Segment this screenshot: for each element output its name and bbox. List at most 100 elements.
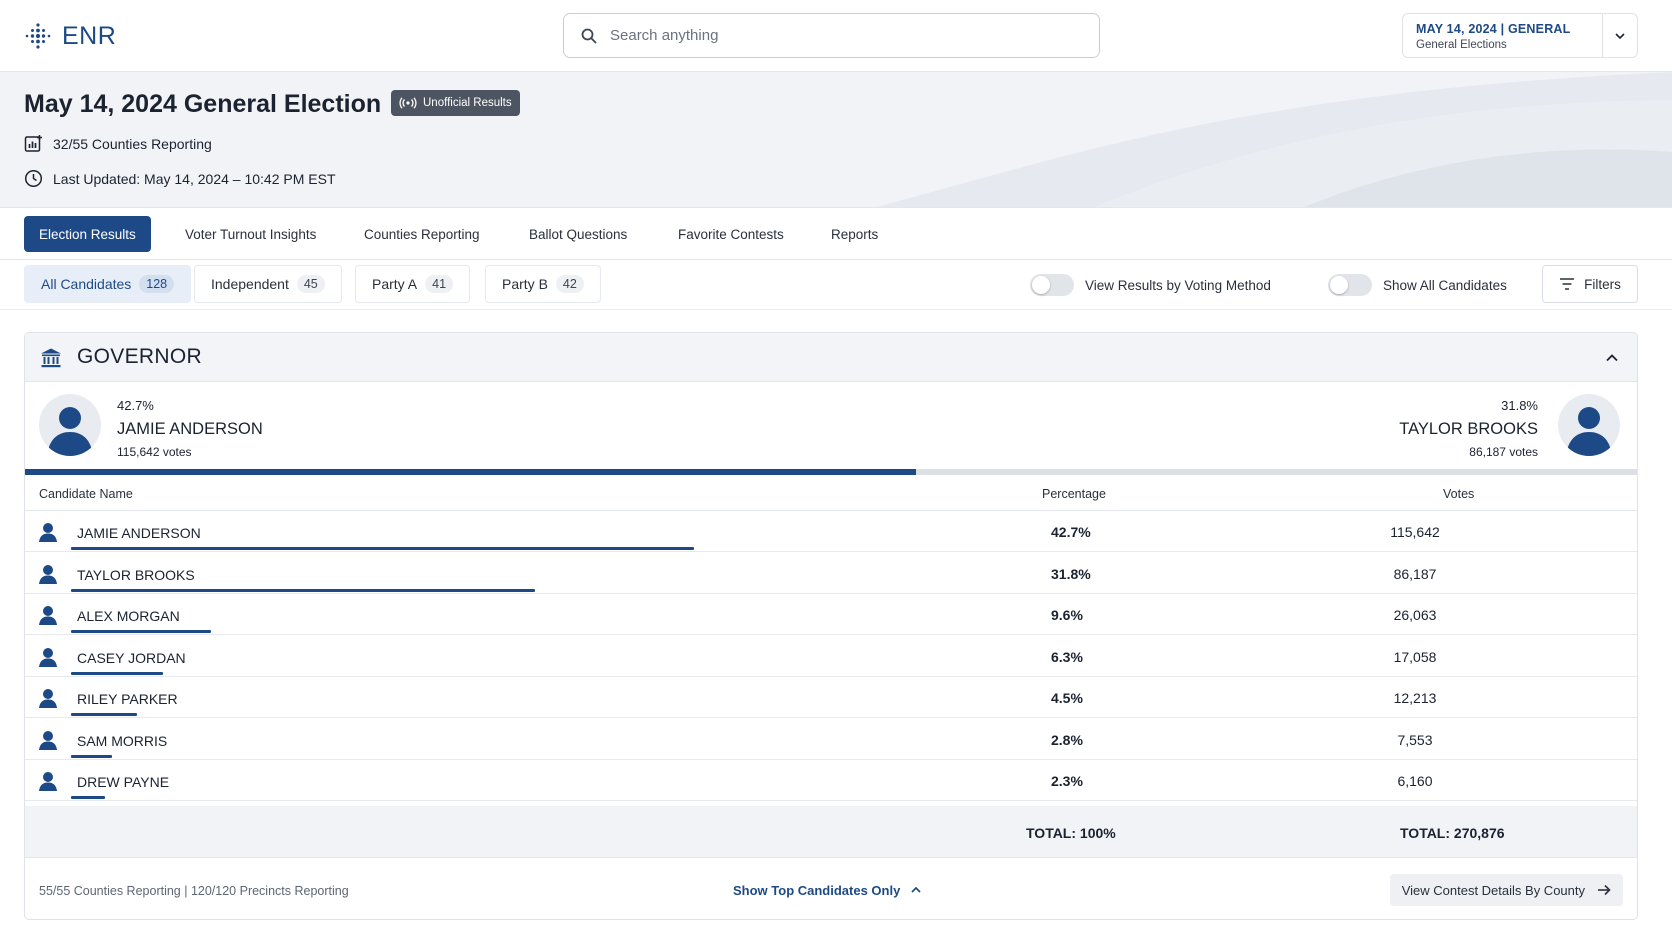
chip-label: Independent: [211, 276, 289, 292]
page-title: May 14, 2024 General Election: [24, 90, 382, 118]
filter-chip-independent[interactable]: Independent 45: [194, 265, 342, 303]
badge-label: Unofficial Results: [423, 97, 512, 109]
chevron-up-icon: [911, 886, 921, 893]
person-icon: [39, 647, 57, 667]
candidate-percentage: 4.5%: [1051, 690, 1083, 706]
election-selector-sub: General Elections: [1416, 39, 1507, 51]
filter-chip-all-candidates[interactable]: All Candidates 128: [24, 265, 192, 303]
tab-voter-turnout-insights[interactable]: Voter Turnout Insights: [185, 226, 317, 242]
runner-up-votes: 86,187 votes: [1469, 445, 1538, 459]
person-icon: [39, 689, 57, 708]
election-selector-main: MAY 14, 2024 | GENERAL: [1416, 22, 1571, 36]
view-contest-details-button[interactable]: View Contest Details By County: [1389, 874, 1623, 906]
candidate-votes: 17,058: [1393, 648, 1437, 665]
leader-avatar: [39, 394, 101, 456]
candidate-row[interactable]: JAMIE ANDERSON 42.7% 115,642: [25, 511, 1637, 552]
main-tabs: Election Results Voter Turnout Insights …: [0, 208, 1672, 260]
totals-row: TOTAL: 100% TOTAL: 270,876: [25, 806, 1637, 858]
leader-percentage: 42.7%: [117, 398, 154, 413]
tab-favorite-contests[interactable]: Favorite Contests: [678, 226, 784, 242]
candidate-percentage: 31.8%: [1051, 565, 1091, 582]
candidate-name: DREW PAYNE: [77, 774, 170, 790]
show-all-candidates-toggle-label: Show All Candidates: [1383, 277, 1507, 293]
candidate-votes: 26,063: [1393, 607, 1437, 623]
results-table-header: Candidate Name Percentage Votes: [25, 475, 1637, 511]
column-header-candidate: Candidate Name: [39, 487, 133, 501]
last-updated-text: Last Updated: May 14, 2024 – 10:42 PM ES…: [53, 170, 336, 187]
candidate-share-bar: [71, 671, 163, 675]
filter-chip-party-a[interactable]: Party A 41: [355, 265, 471, 303]
election-selector[interactable]: MAY 14, 2024 | GENERAL General Elections: [1402, 13, 1638, 58]
tab-counties-reporting[interactable]: Counties Reporting: [364, 226, 480, 242]
candidate-row[interactable]: SAM MORRIS 2.8% 7,553: [25, 719, 1637, 760]
total-votes: TOTAL: 270,876: [1400, 825, 1505, 841]
chip-label: Party A: [372, 276, 418, 292]
leader-bar-fill: [25, 469, 917, 475]
voting-method-toggle[interactable]: [1030, 274, 1074, 296]
candidate-row[interactable]: DREW PAYNE 2.3% 6,160: [25, 760, 1637, 801]
candidate-name: JAMIE ANDERSON: [77, 525, 201, 541]
candidate-percentage: 2.8%: [1051, 731, 1083, 748]
candidate-share-bar: [71, 796, 105, 799]
contest-footer: 55/55 Counties Reporting | 120/120 Preci…: [25, 858, 1637, 919]
show-all-candidates-toggle-group: Show All Candidates: [1328, 274, 1507, 296]
details-button-label: View Contest Details By County: [1401, 882, 1585, 898]
candidate-name: CASEY JORDAN: [77, 649, 186, 666]
chip-count: 42: [555, 275, 584, 293]
candidate-percentage: 6.3%: [1051, 648, 1083, 665]
search-box[interactable]: [563, 13, 1100, 58]
leader-votes: 115,642 votes: [117, 445, 192, 459]
last-updated-row: Last Updated: May 14, 2024 – 10:42 PM ES…: [24, 169, 336, 188]
voting-method-toggle-group: View Results by Voting Method: [1030, 274, 1271, 296]
candidate-name: ALEX MORGAN: [77, 608, 180, 624]
person-icon: [39, 772, 57, 791]
counties-reporting-text: 32/55 Counties Reporting: [53, 135, 212, 152]
tab-reports[interactable]: Reports: [831, 226, 879, 242]
app-logo[interactable]: ENR: [24, 20, 116, 52]
show-all-candidates-toggle[interactable]: [1328, 274, 1372, 296]
leader-name: JAMIE ANDERSON: [117, 420, 263, 438]
chip-label: All Candidates: [41, 276, 132, 292]
broadcast-icon: [399, 97, 417, 109]
candidate-votes: 86,187: [1393, 565, 1437, 582]
logo-text: ENR: [62, 21, 117, 50]
candidate-row[interactable]: ALEX MORGAN 9.6% 26,063: [25, 594, 1637, 635]
person-icon: [39, 606, 57, 625]
toggle-knob: [1032, 276, 1050, 294]
candidate-share-bar: [71, 630, 212, 633]
candidate-votes: 7,553: [1397, 731, 1433, 748]
show-top-candidates-toggle[interactable]: Show Top Candidates Only: [733, 880, 922, 900]
voting-method-toggle-label: View Results by Voting Method: [1085, 277, 1271, 293]
contest-header[interactable]: GOVERNOR: [25, 333, 1637, 382]
chip-label: Party B: [502, 276, 548, 292]
candidate-row[interactable]: TAYLOR BROOKS 31.8% 86,187: [25, 553, 1637, 594]
candidate-votes: 6,160: [1397, 773, 1433, 789]
leader-comparison-bar: [25, 469, 1637, 475]
search-input[interactable]: [610, 27, 1070, 44]
tab-ballot-questions[interactable]: Ballot Questions: [529, 226, 628, 242]
election-selector-dropdown[interactable]: [1603, 14, 1637, 57]
candidate-name: SAM MORRIS: [77, 732, 168, 749]
government-building-icon: [41, 348, 61, 368]
candidate-share-bar: [71, 588, 536, 592]
filter-chip-party-b[interactable]: Party B 42: [485, 265, 601, 303]
chevron-up-icon[interactable]: [1603, 349, 1621, 367]
candidate-share-bar: [71, 754, 112, 758]
chip-count: 128: [139, 275, 175, 293]
filters-button[interactable]: Filters: [1542, 265, 1638, 303]
column-header-percentage: Percentage: [1042, 487, 1106, 501]
unofficial-results-badge: Unofficial Results: [391, 90, 520, 116]
candidate-row[interactable]: RILEY PARKER 4.5% 12,213: [25, 677, 1637, 718]
candidate-percentage: 42.7%: [1051, 524, 1091, 540]
reporting-summary: 55/55 Counties Reporting | 120/120 Preci…: [39, 884, 349, 898]
election-selector-text[interactable]: MAY 14, 2024 | GENERAL General Elections: [1403, 14, 1603, 57]
candidate-row[interactable]: CASEY JORDAN 6.3% 17,058: [25, 636, 1637, 677]
tab-election-results[interactable]: Election Results: [24, 216, 151, 252]
toggle-knob: [1330, 276, 1348, 294]
show-top-label: Show Top Candidates Only: [733, 882, 901, 898]
contest-title: GOVERNOR: [77, 345, 202, 368]
contest-card-governor: GOVERNOR 42.7% JAMIE ANDERSON 115,642 vo…: [24, 332, 1638, 920]
candidate-share-bar: [71, 547, 695, 550]
person-icon: [39, 523, 57, 542]
enr-logo-icon: [25, 23, 51, 49]
